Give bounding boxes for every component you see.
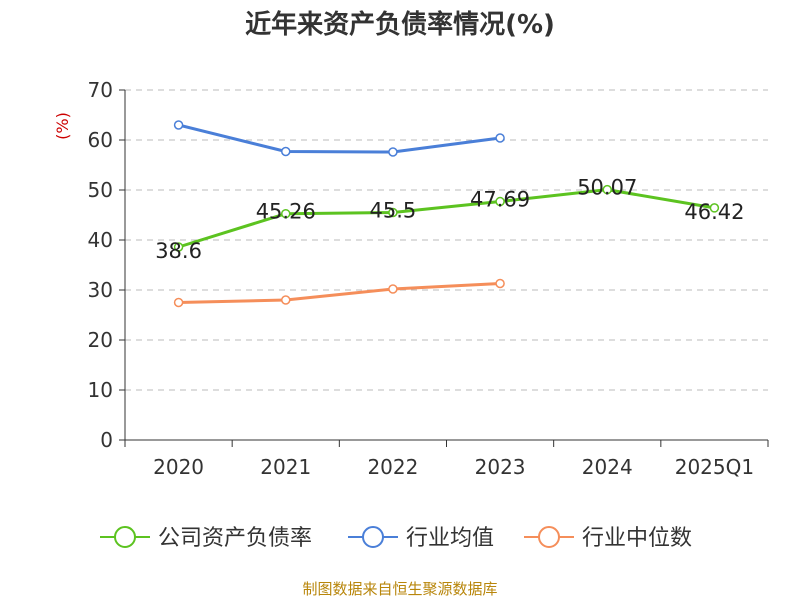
data-label: 50.07 — [577, 176, 637, 200]
data-point — [173, 242, 184, 252]
x-tick-label: 2024 — [582, 455, 633, 479]
data-label: 45.26 — [256, 200, 316, 224]
data-point — [709, 203, 720, 213]
legend-marker — [538, 526, 560, 548]
y-tick-label: 50 — [88, 178, 113, 202]
y-tick-label: 70 — [88, 78, 113, 102]
legend-marker — [362, 526, 384, 548]
gridlines — [125, 89, 768, 391]
y-tick-label: 40 — [88, 228, 113, 252]
y-tick-label: 60 — [88, 128, 113, 152]
y-tick-label: 0 — [100, 428, 113, 452]
data-label: 47.69 — [470, 188, 530, 212]
data-point — [495, 196, 505, 207]
data-point — [495, 278, 505, 289]
x-tick-label: 2022 — [367, 455, 418, 479]
data-point — [388, 147, 398, 157]
data-label: 45.5 — [370, 199, 417, 223]
x-tick-label: 2025Q1 — [675, 455, 754, 479]
data-point — [173, 297, 184, 308]
data-label: 38.6 — [155, 239, 202, 263]
y-tick-label: 30 — [88, 278, 113, 302]
axes: 0 10 20 30 40 50 60 70 (%) 2020 2021 2022 2023 2024 20… — [53, 78, 769, 479]
series-line — [178, 123, 501, 154]
data-point — [281, 295, 291, 305]
legend-label: 行业均值 — [406, 526, 494, 551]
data-point — [388, 207, 398, 218]
series-line — [178, 188, 715, 249]
series — [173, 120, 720, 308]
data-label: 46.42 — [684, 200, 744, 224]
data-point — [388, 284, 398, 294]
x-tick-label: 2023 — [475, 455, 526, 479]
y-tick-label: 10 — [88, 378, 113, 402]
legend-marker — [114, 526, 136, 548]
source-footer: 制图数据来自恒生聚源数据库 — [302, 580, 498, 598]
data-point — [602, 184, 612, 195]
data-point — [495, 133, 505, 143]
chart-title: 近年来资产负债率情况(%) — [245, 10, 555, 40]
series-line — [178, 282, 501, 304]
x-tick-label: 2021 — [260, 455, 311, 479]
data-point — [281, 208, 291, 219]
y-tick-label: 20 — [88, 328, 113, 352]
legend-label: 公司资产负债率 — [158, 526, 312, 551]
data-point — [173, 120, 184, 130]
data-point — [281, 146, 291, 157]
y-axis-label: (%) — [53, 112, 72, 140]
data-labels: 38.6 45.26 45.5 47.69 50.07 46.42 — [155, 176, 744, 263]
legend: 公司资产负债率 行业均值 行业中位数 — [100, 526, 692, 551]
legend-label: 行业中位数 — [582, 526, 692, 551]
x-tick-label: 2020 — [153, 455, 204, 479]
